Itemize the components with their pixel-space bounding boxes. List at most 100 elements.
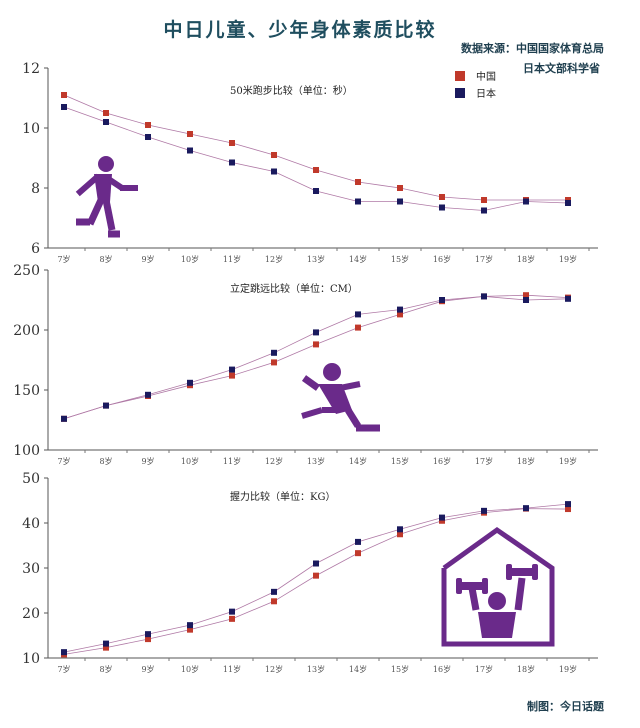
data-point-china [271,598,277,605]
data-point-china [271,152,277,158]
data-point-japan [481,207,487,214]
legend-label-japan: 日本 [476,87,496,100]
chart-50m-run: 50米跑步比较（单位：秒） 6 8 10 12 7岁 8岁 9岁 10岁 11岁 12岁 13岁 14… [22,61,598,264]
data-point-china [145,636,151,643]
x-tick-label: 12岁 [265,664,283,674]
data-point-china [145,122,151,128]
data-point-japan [523,198,529,205]
data-point-japan [145,391,151,398]
y-tick-label: 50 [22,471,40,487]
data-point-china [271,359,277,366]
page-title: 中日儿童、少年身体素质比较 [163,18,436,41]
x-tick-label: 10岁 [181,456,199,466]
x-tick-label: 12岁 [265,254,283,264]
data-point-china [61,92,67,98]
data-point-japan [61,104,67,110]
y-tick-label: 100 [13,443,40,459]
runner-icon [75,156,138,238]
data-point-china [565,506,571,513]
x-tick-label: 8岁 [99,664,112,674]
data-point-china [397,311,403,318]
data-point-china [187,626,193,633]
x-tick-label: 17岁 [475,456,493,466]
y-tick-label: 12 [22,61,40,77]
weightlifter-house-icon [441,526,555,647]
data-point-japan [565,295,571,302]
y-tick-label: 10 [22,121,40,137]
data-point-japan [145,134,151,140]
x-tick-label: 13岁 [307,456,325,466]
data-point-japan [103,402,109,409]
data-point-japan [565,200,571,206]
x-tick-label: 17岁 [475,664,493,674]
data-point-china [229,372,235,379]
data-point-japan [103,119,109,125]
data-point-japan [523,505,529,512]
y-tick-label: 40 [22,516,40,532]
data-point-china [229,140,235,146]
x-tick-label: 7岁 [57,664,70,674]
data-point-japan [187,622,193,629]
data-point-japan [229,608,235,615]
x-tick-label: 15岁 [391,254,409,264]
data-point-japan [271,168,277,175]
x-tick-label: 11岁 [223,456,241,466]
data-point-china [481,197,487,203]
series-line-china [63,94,568,201]
series-line-japan [63,295,569,420]
x-tick-label: 9岁 [141,456,154,466]
x-tick-label: 15岁 [391,456,409,466]
chart-title: 握力比较（单位：KG） [230,490,335,503]
data-point-japan [397,198,403,205]
data-point-japan [565,501,571,508]
data-point-china [523,292,529,299]
data-point-china [229,615,235,622]
data-point-japan [271,349,277,356]
data-point-japan [103,640,109,647]
x-tick-label: 18岁 [517,664,535,674]
x-tick-label: 7岁 [57,456,70,466]
data-point-japan [355,311,361,318]
data-point-japan [313,188,319,194]
data-point-japan [187,379,193,386]
x-tick-label: 9岁 [141,664,154,674]
x-tick-label: 10岁 [181,254,199,264]
data-point-japan [187,147,193,154]
x-tick-label: 14岁 [349,456,367,466]
x-tick-label: 8岁 [99,456,112,466]
x-tick-label: 18岁 [517,456,535,466]
x-tick-label: 19岁 [559,664,577,674]
x-tick-label: 14岁 [349,664,367,674]
data-point-china [397,531,403,538]
data-point-japan [439,204,445,211]
x-tick-label: 16岁 [433,456,451,466]
y-tick-label: 250 [13,263,40,279]
x-tick-label: 11岁 [223,254,241,264]
data-point-china [439,517,445,524]
data-point-china [313,572,319,579]
x-tick-label: 15岁 [391,664,409,674]
data-point-japan [481,507,487,514]
x-tick-label: 13岁 [307,254,325,264]
x-tick-label: 12岁 [265,456,283,466]
data-point-japan [355,198,361,205]
source-line-1: 数据来源：中国国家体育总局 [461,41,604,55]
data-point-china [103,644,109,651]
legend-swatch-japan [455,88,465,98]
source-line-2: 日本文部科学省 [523,61,600,75]
y-tick-label: 200 [13,323,40,339]
x-tick-label: 14岁 [349,254,367,264]
data-point-japan [61,649,67,656]
series-line-china [63,294,569,420]
chart-standing-long-jump: 立定跳远比较（单位：CM） 100 150 200 250 7岁 8岁 9岁 10岁 11岁 12… [13,263,598,466]
data-point-japan [229,159,235,166]
data-point-japan [229,366,235,373]
y-tick-label: 30 [22,561,40,577]
data-point-japan [61,415,67,422]
x-tick-label: 17岁 [475,254,493,264]
chart-grip-strength: 握力比较（单位：KG） 10 20 30 40 50 7岁 8岁 9岁 10岁 11岁 12岁 13岁… [22,471,598,674]
data-point-japan [313,560,319,567]
data-point-china [313,167,319,173]
data-point-china [103,110,109,116]
